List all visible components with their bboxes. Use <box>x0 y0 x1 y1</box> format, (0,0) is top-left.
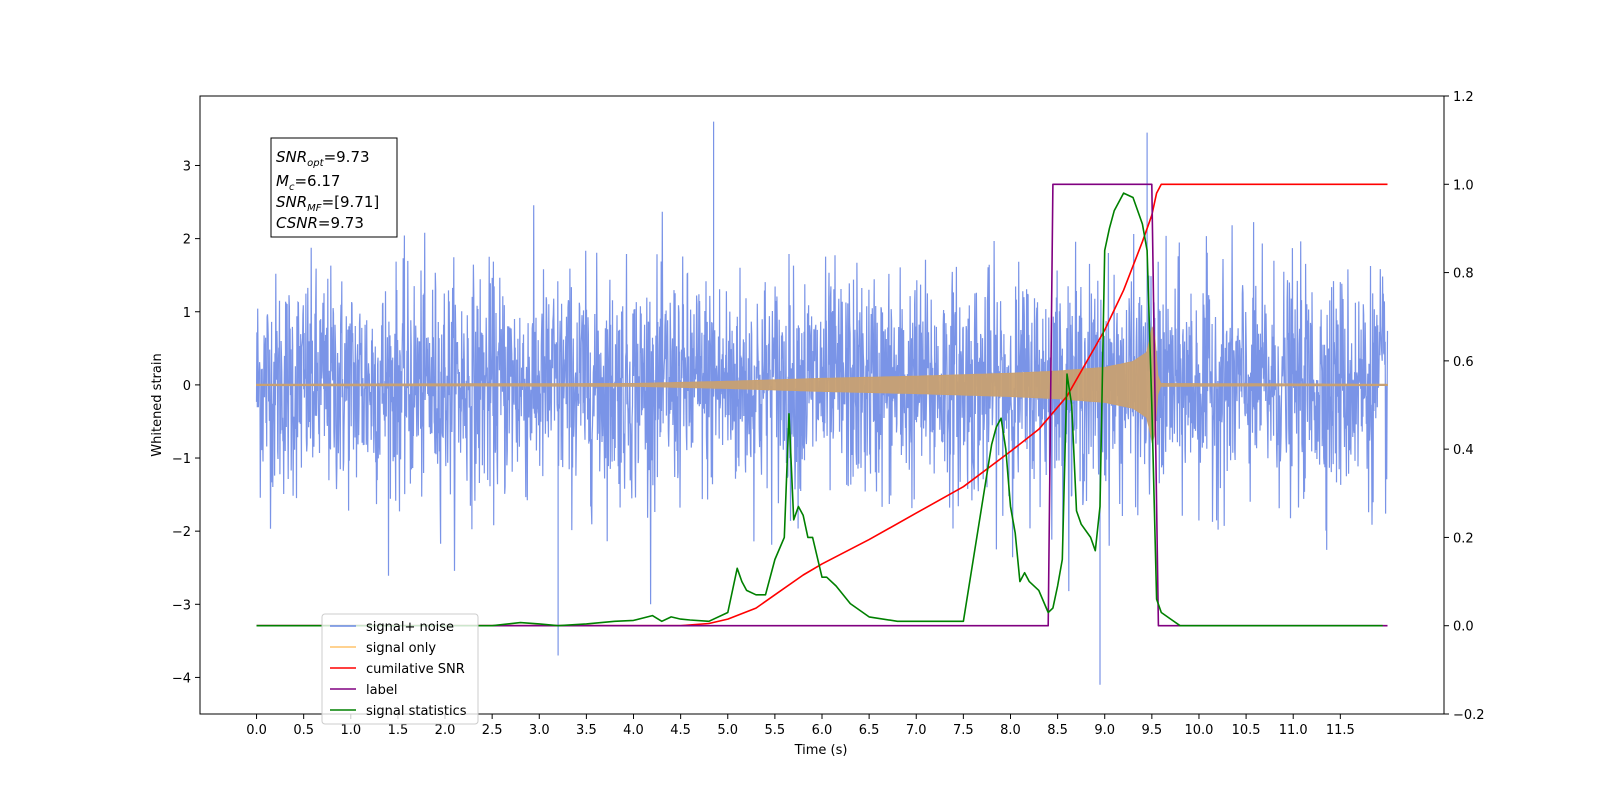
x-tick-label: 11.0 <box>1279 723 1308 738</box>
legend-label-signal-only: signal only <box>366 641 436 656</box>
x-tick-label: 2.5 <box>482 723 503 738</box>
y-right-tick-label: 0.6 <box>1453 355 1474 370</box>
y-right-tick-label: 0.8 <box>1453 267 1474 282</box>
legend-label-signal-noise: signal+ noise <box>366 620 454 635</box>
y-right-tick-label: 0.0 <box>1453 620 1474 635</box>
x-tick-label: 4.0 <box>623 723 644 738</box>
y-left-tick-label: 1 <box>183 306 191 321</box>
mc-annotation: Mc=6.17 <box>276 172 340 193</box>
y-left-tick-label: −3 <box>172 598 191 613</box>
legend-label-signal-statistics: signal statistics <box>366 704 467 719</box>
x-tick-label: 7.5 <box>953 723 974 738</box>
x-tick-label: 5.0 <box>717 723 738 738</box>
y-right-tick-label: −0.2 <box>1453 708 1485 723</box>
y-right-tick-label: 1.0 <box>1453 178 1474 193</box>
x-tick-label: 0.0 <box>246 723 267 738</box>
series-signal-statistics <box>256 192 1383 627</box>
y-axis-right-ticks: −0.2 0.0 0.2 0.4 0.6 0.8 1.0 1.2 <box>1444 90 1485 723</box>
y-left-tick-label: 2 <box>183 233 191 248</box>
x-tick-label: 3.0 <box>529 723 550 738</box>
x-tick-label: 3.5 <box>576 723 597 738</box>
y-right-tick-label: 0.4 <box>1453 443 1474 458</box>
x-tick-label: 10.5 <box>1232 723 1261 738</box>
csnr-annotation: CSNR=9.73 <box>276 214 364 232</box>
y-left-tick-label: 3 <box>183 159 191 174</box>
y-left-tick-label: −1 <box>172 452 191 467</box>
x-tick-label: 2.0 <box>435 723 456 738</box>
x-tick-label: 9.5 <box>1142 723 1163 738</box>
snr-mf-annotation: SNRMF=[9.71] <box>276 193 379 214</box>
x-tick-label: 1.5 <box>388 723 409 738</box>
x-axis-ticks: 0.0 0.5 1.0 1.5 2.0 2.5 3.0 3.5 4.0 4.5 5.0 5.5 6.0 6… <box>246 714 1355 738</box>
x-tick-label: 4.5 <box>670 723 691 738</box>
y-left-tick-label: −2 <box>172 525 191 540</box>
series-signal-noise <box>255 121 1389 685</box>
x-tick-label: 10.0 <box>1184 723 1213 738</box>
metrics-annotation-box: SNRopt=9.73 Mc=6.17 SNRMF=[9.71] CSNR=9.… <box>270 137 398 238</box>
legend-label-label: label <box>366 683 397 698</box>
y-right-tick-label: 0.2 <box>1453 531 1474 546</box>
x-tick-label: 6.5 <box>859 723 880 738</box>
plot-series-layer <box>255 121 1389 685</box>
x-tick-label: 0.5 <box>293 723 314 738</box>
x-tick-label: 7.0 <box>906 723 927 738</box>
y-axis-left-ticks: −4 −3 −2 −1 0 1 2 3 <box>172 159 200 686</box>
y-right-tick-label: 1.2 <box>1453 90 1474 105</box>
snr-opt-annotation: SNRopt=9.73 <box>276 148 370 169</box>
y-axis-label: Whitened strain <box>150 353 165 456</box>
y-left-tick-label: 0 <box>183 379 191 394</box>
x-tick-label: 8.5 <box>1047 723 1068 738</box>
legend-label-cumulative-snr: cumilative SNR <box>366 662 465 677</box>
x-tick-label: 8.0 <box>1000 723 1021 738</box>
x-tick-label: 1.0 <box>340 723 361 738</box>
legend: signal+ noise signal only cumilative SNR… <box>321 613 479 725</box>
x-axis-label: Time (s) <box>794 743 848 758</box>
x-tick-label: 9.0 <box>1094 723 1115 738</box>
y-left-tick-label: −4 <box>172 671 191 686</box>
series-signal-only <box>256 326 1388 444</box>
x-tick-label: 11.5 <box>1326 723 1355 738</box>
x-tick-label: 5.5 <box>765 723 786 738</box>
x-tick-label: 6.0 <box>812 723 833 738</box>
series-cumulative-snr <box>256 183 1388 627</box>
